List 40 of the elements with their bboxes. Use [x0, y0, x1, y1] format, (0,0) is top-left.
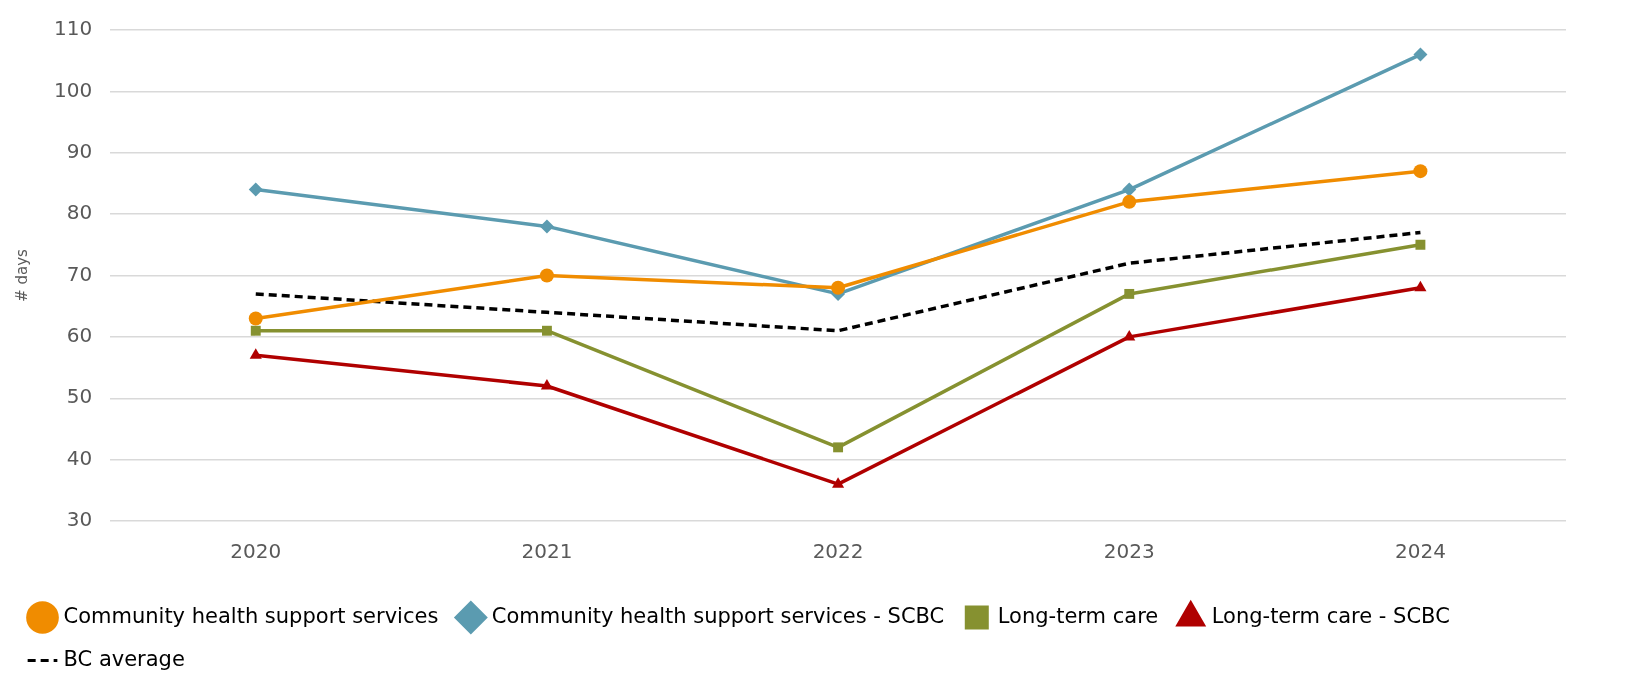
- point: [832, 477, 845, 488]
- point: [248, 182, 263, 197]
- legend-label: BC average: [63, 646, 185, 671]
- y-axis-title: # days: [12, 248, 31, 302]
- x-tick-label: 2023: [1103, 539, 1155, 564]
- y-tick-label: 70: [66, 261, 93, 286]
- legend-label: Long-term care: [997, 603, 1159, 628]
- point: [1413, 47, 1428, 62]
- y-tick-label: 40: [66, 445, 93, 470]
- point: [1413, 164, 1428, 179]
- point: [1123, 329, 1136, 341]
- x-tick-label: 2024: [1394, 539, 1446, 564]
- y-tick-label: 30: [66, 507, 93, 532]
- y-tick-label: 50: [66, 384, 93, 409]
- x-tick-label: 2021: [521, 539, 573, 564]
- x-tick-label: 2020: [230, 539, 282, 564]
- point: [1122, 194, 1137, 209]
- point: [539, 219, 554, 234]
- point: [249, 348, 262, 359]
- y-tick-label: 90: [66, 138, 93, 163]
- x-tick-label: 2022: [812, 539, 864, 564]
- legend-label: Community health support services - SCBC: [491, 603, 945, 628]
- legend-label: Community health support services: [63, 603, 439, 628]
- point: [250, 325, 261, 336]
- point: [539, 268, 554, 283]
- point: [833, 442, 844, 453]
- y-tick-label: 110: [53, 16, 93, 41]
- legend-label: Long-term care - SCBC: [1211, 603, 1450, 628]
- y-tick-label: 60: [66, 323, 93, 348]
- point: [831, 280, 846, 295]
- point: [541, 325, 552, 336]
- y-tick-label: 100: [53, 77, 93, 102]
- point: [1122, 182, 1137, 197]
- y-tick-label: 80: [66, 200, 93, 225]
- point: [248, 311, 263, 326]
- point: [1124, 288, 1135, 299]
- point: [1415, 239, 1426, 250]
- point: [540, 378, 553, 390]
- line-series: [254, 230, 1423, 333]
- point: [1414, 280, 1427, 292]
